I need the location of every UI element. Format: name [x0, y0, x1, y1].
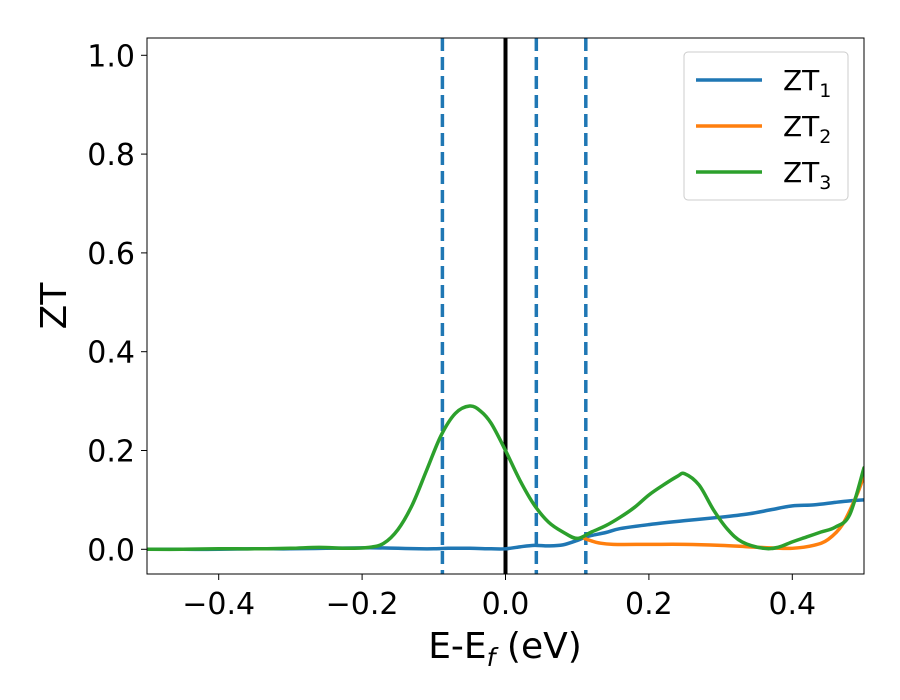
series-line-zt2 — [582, 473, 864, 551]
reference-lines — [440, 38, 588, 574]
legend: ZT1 ZT2 ZT3 — [683, 51, 849, 201]
y-tick-label: 0.0 — [87, 533, 135, 568]
x-tick-label: −0.2 — [326, 587, 399, 622]
y-axis-title: ZT — [34, 282, 75, 330]
y-tick-label: 0.8 — [87, 138, 135, 173]
x-tick-label: 0.4 — [768, 587, 816, 622]
y-tick-label: 0.6 — [87, 237, 135, 272]
x-axis-title-unit: (eV) — [495, 626, 581, 667]
x-axis: −0.4 −0.2 0.0 0.2 0.4 — [182, 574, 816, 622]
series-group — [147, 404, 864, 552]
y-tick-label: 1.0 — [87, 39, 135, 74]
x-axis-title-main: E-E — [428, 626, 486, 667]
y-tick-label: 0.2 — [87, 434, 135, 469]
legend-label-zt2: ZT2 — [783, 110, 831, 148]
legend-label-zt1: ZT1 — [783, 64, 831, 102]
y-axis: 0.0 0.2 0.4 0.6 0.8 1.0 — [87, 39, 147, 568]
x-tick-label: 0.2 — [625, 587, 673, 622]
y-tick-label: 0.4 — [87, 336, 135, 371]
x-axis-title: E-Ef (eV) — [428, 626, 582, 672]
legend-box — [683, 51, 849, 201]
series-line-zt3 — [147, 404, 864, 552]
x-tick-label: 0.0 — [482, 587, 530, 622]
x-tick-label: −0.4 — [182, 587, 255, 622]
legend-label-zt3: ZT3 — [783, 156, 831, 194]
